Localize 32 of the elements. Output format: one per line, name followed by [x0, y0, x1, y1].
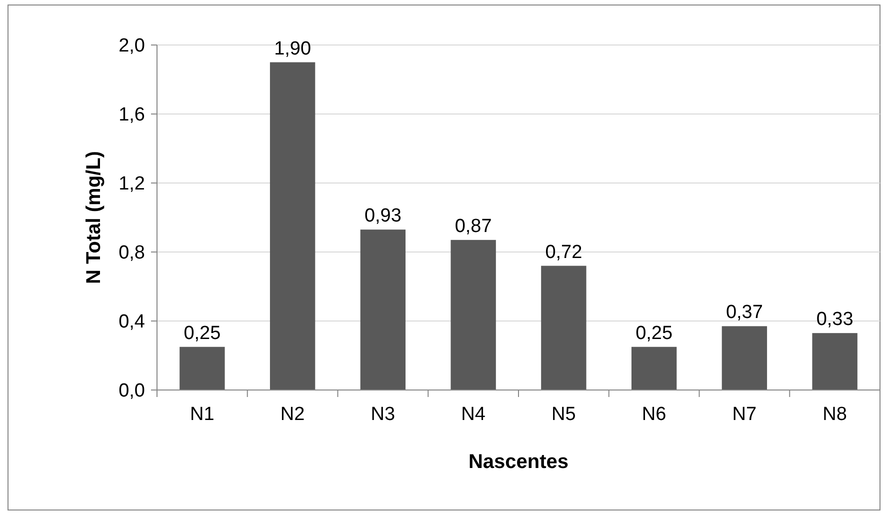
y-tick-label: 0,4 — [118, 312, 146, 333]
bar — [270, 62, 316, 390]
x-tick-label: N6 — [642, 404, 666, 425]
x-tick-label: N8 — [822, 404, 847, 425]
y-tick-label: 1,6 — [118, 104, 145, 126]
bar — [631, 346, 677, 390]
x-tick-label: N4 — [461, 404, 486, 425]
y-tick-label: 0,0 — [118, 380, 145, 402]
x-tick-label: N3 — [370, 404, 396, 425]
x-tick-label: N2 — [280, 404, 305, 425]
x-axis-title: Nascentes — [468, 451, 569, 473]
data-label: 0,33 — [816, 309, 854, 330]
data-label: 1,90 — [274, 38, 312, 60]
bar — [360, 230, 406, 390]
data-label: 0,93 — [364, 206, 402, 227]
data-label: 0,25 — [636, 322, 673, 344]
data-label: 0,72 — [545, 242, 582, 263]
bar — [541, 266, 586, 390]
y-tick-label: 0,8 — [118, 242, 145, 264]
y-tick-label: 2,0 — [118, 36, 145, 57]
bar — [812, 333, 858, 390]
bar — [180, 346, 225, 390]
y-axis-title: N Total (mg/L) — [83, 151, 105, 284]
x-tick-label: N1 — [190, 404, 214, 425]
x-tick-label: N5 — [552, 404, 576, 425]
data-label: 0,25 — [184, 322, 221, 344]
bar — [722, 326, 768, 390]
data-label: 0,37 — [726, 302, 763, 324]
bar — [450, 240, 496, 390]
data-label: 0,87 — [454, 216, 492, 237]
y-tick-label: 1,2 — [118, 174, 145, 195]
x-tick-label: N7 — [732, 404, 757, 425]
